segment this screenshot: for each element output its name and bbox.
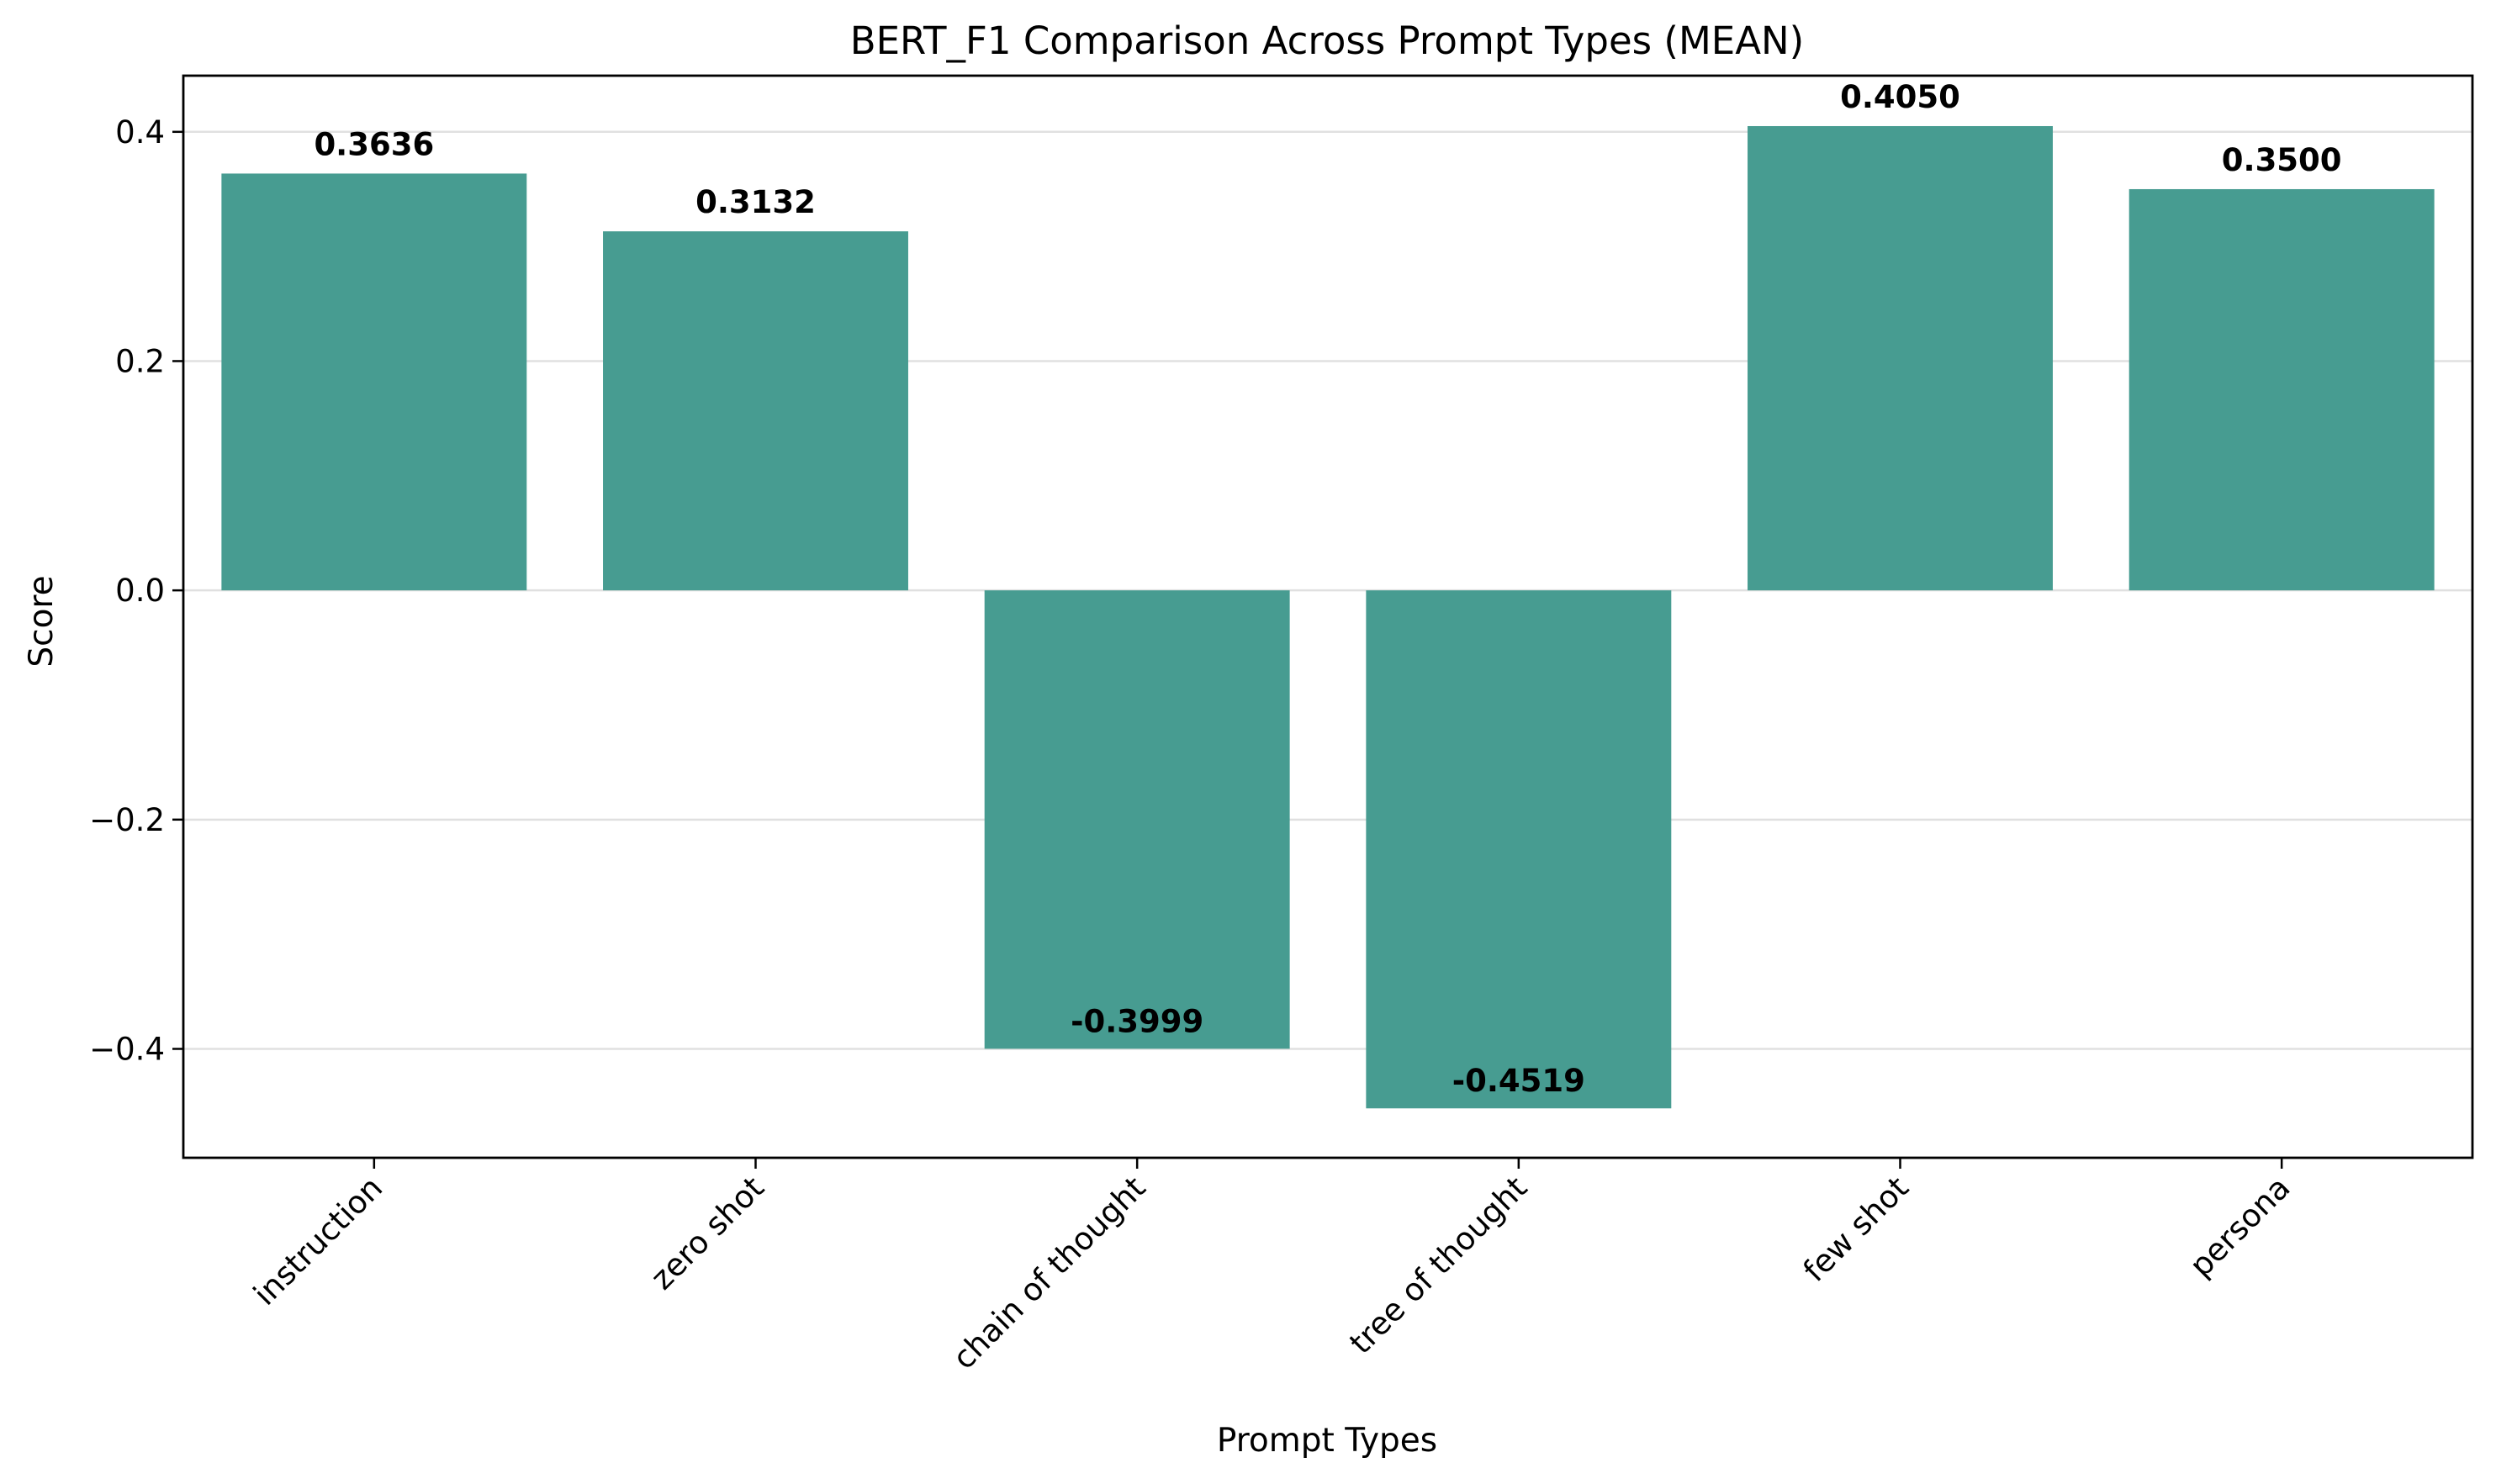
bar xyxy=(2128,188,2435,591)
y-axis-title: Score xyxy=(23,575,61,667)
y-tick-label: 0.0 xyxy=(115,573,165,609)
bar-value-label: 0.3500 xyxy=(2222,142,2342,178)
y-axis: 0.4 0.2 0.0 −0.2 −0.4 xyxy=(89,114,183,1067)
bar xyxy=(984,590,1290,1049)
bars xyxy=(221,125,2435,1109)
gridlines xyxy=(183,130,2472,1050)
x-tick-label: persona xyxy=(2182,1170,2297,1284)
x-tick-label: few shot xyxy=(1796,1170,1916,1289)
y-tick-label: 0.2 xyxy=(115,343,165,379)
bar-value-label: 0.4050 xyxy=(1840,79,1960,115)
chart-title: BERT_F1 Comparison Across Prompt Types (… xyxy=(850,18,1804,63)
y-tick-label: −0.4 xyxy=(89,1031,165,1067)
bar-value-label: -0.4519 xyxy=(1452,1063,1585,1099)
bar-value-label: 0.3132 xyxy=(695,184,816,220)
bar-value-labels: 0.3636 0.3132 -0.3999 -0.4519 0.4050 0.3500 xyxy=(314,79,2341,1099)
bar-value-label: -0.3999 xyxy=(1071,1003,1203,1039)
x-tick-label: instruction xyxy=(246,1170,389,1312)
x-tick-label: chain of thought xyxy=(946,1170,1153,1376)
x-tick-label: zero shot xyxy=(644,1170,771,1297)
x-axis: instruction zero shot chain of thought tree… xyxy=(246,1158,2298,1376)
x-tick-label: tree of thought xyxy=(1342,1170,1534,1361)
y-tick-label: −0.2 xyxy=(89,802,165,838)
bar xyxy=(1748,125,2053,591)
plot-frame xyxy=(182,74,2474,1159)
y-tick-label: 0.4 xyxy=(115,114,165,151)
x-axis-title: Prompt Types xyxy=(1217,1422,1437,1460)
bar-value-label: 0.3636 xyxy=(314,126,434,162)
bar xyxy=(603,231,908,591)
bar xyxy=(221,173,527,591)
bar xyxy=(1366,590,1672,1109)
